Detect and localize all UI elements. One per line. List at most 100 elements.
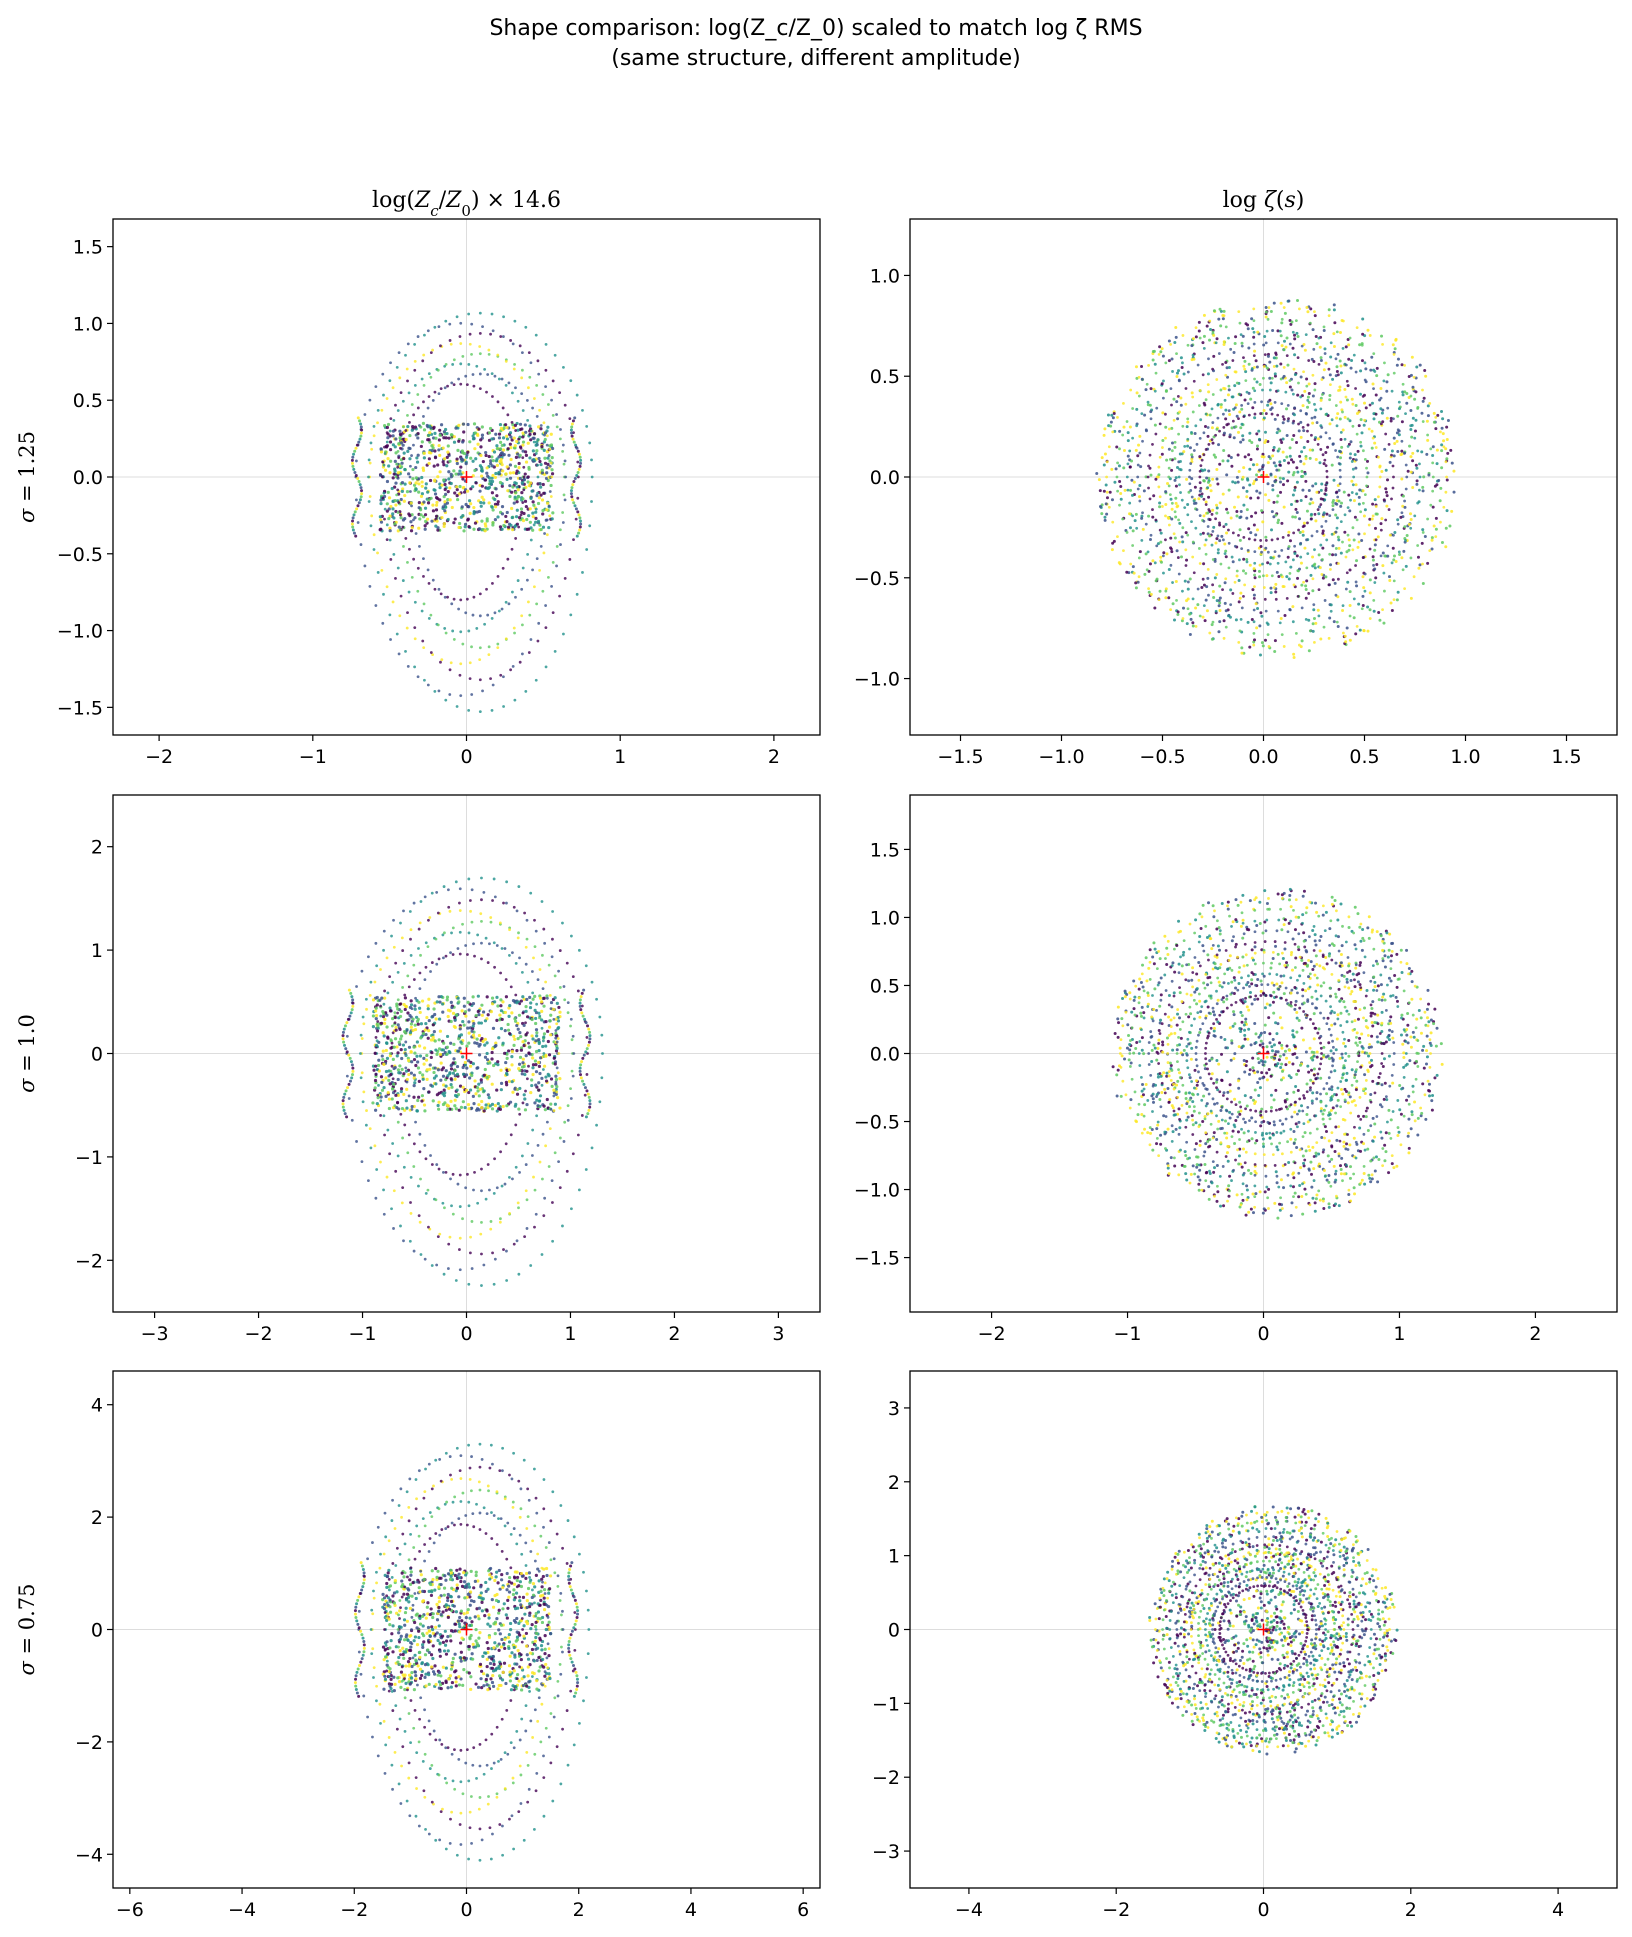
scatter-point [402, 1239, 405, 1243]
scatter-point [1328, 616, 1332, 620]
scatter-point [1319, 358, 1323, 362]
scatter-point [1154, 371, 1158, 375]
scatter-point [475, 1085, 480, 1090]
scatter-point [449, 1067, 454, 1071]
scatter-point [518, 1086, 522, 1091]
scatter-point [471, 459, 475, 463]
scatter-point [1392, 436, 1396, 440]
scatter-point [553, 353, 557, 357]
scatter-point [1316, 608, 1320, 612]
scatter-point [1378, 618, 1382, 622]
scatter-point [401, 525, 405, 529]
scatter-point [367, 500, 371, 503]
scatter-point [450, 1005, 454, 1010]
scatter-point [1257, 429, 1261, 433]
y-tick-label: 0.5 [870, 366, 900, 388]
scatter-point [391, 1017, 395, 1021]
scatter-point [1200, 586, 1204, 590]
scatter-point [1135, 376, 1139, 380]
scatter-point [1186, 533, 1190, 537]
scatter-point [443, 364, 447, 368]
scatter-point [1379, 386, 1383, 390]
scatter-point [403, 1123, 407, 1127]
scatter-point [423, 513, 428, 517]
scatter-point [1258, 624, 1262, 628]
scatter-point [390, 1064, 394, 1068]
scatter-point [468, 1088, 473, 1092]
scatter-point [433, 1012, 437, 1017]
scatter-point [536, 359, 540, 363]
scatter-point [1319, 448, 1323, 451]
scatter-point [1170, 517, 1174, 521]
scatter-point [1204, 598, 1208, 602]
scatter-point [1436, 413, 1440, 417]
scatter-point [429, 375, 433, 379]
scatter-point [367, 458, 371, 462]
scatter-point [458, 469, 462, 473]
scatter-point [493, 1157, 496, 1161]
scatter-point [528, 375, 532, 379]
scatter-point [1452, 469, 1456, 473]
scatter-point [521, 995, 525, 999]
scatter-point [421, 515, 426, 519]
scatter-point [1305, 377, 1309, 381]
scatter-point [1210, 407, 1214, 411]
scatter-point [446, 1104, 450, 1108]
scatter-point [470, 693, 474, 696]
scatter-point [510, 420, 514, 424]
scatter-point [1370, 446, 1374, 450]
scatter-point [1169, 608, 1173, 612]
scatter-point [515, 508, 519, 512]
scatter-point [533, 397, 536, 400]
scatter-point [509, 446, 513, 450]
scatter-point [443, 427, 448, 432]
scatter-point [1341, 540, 1344, 544]
scatter-point [459, 1033, 463, 1037]
scatter-point [1229, 347, 1233, 351]
scatter-point [484, 1103, 488, 1107]
scatter-point [432, 1007, 436, 1011]
scatter-point [1236, 430, 1240, 434]
scatter-point [1187, 490, 1191, 494]
scatter-point [1204, 500, 1208, 504]
scatter-point [1336, 352, 1340, 356]
scatter-point [430, 444, 434, 448]
scatter-point [455, 461, 459, 466]
scatter-point [1327, 314, 1331, 318]
scatter-point [522, 1043, 526, 1048]
scatter-point [1219, 562, 1223, 566]
scatter-point [1260, 614, 1264, 618]
scatter-point [1204, 552, 1208, 556]
scatter-point [480, 465, 484, 470]
scatter-point [549, 1013, 553, 1017]
scatter-point [417, 1184, 420, 1188]
scatter-point [444, 631, 448, 635]
scatter-point [385, 585, 389, 589]
scatter-point [379, 1160, 382, 1164]
scatter-point [483, 1037, 487, 1041]
scatter-point [360, 1071, 364, 1075]
scatter-point [1218, 429, 1221, 433]
scatter-point [505, 477, 509, 481]
scatter-point [453, 517, 457, 521]
scatter-point [533, 918, 536, 922]
scatter-point [1354, 403, 1358, 407]
scatter-point [522, 477, 526, 482]
scatter-point [463, 1060, 467, 1065]
scatter-point [1285, 575, 1289, 579]
scatter-point [1407, 375, 1411, 379]
scatter-point [1387, 508, 1391, 511]
scatter-point [1297, 381, 1300, 385]
scatter-point [1177, 475, 1181, 479]
scatter-point [498, 1018, 502, 1022]
scatter-point [1305, 306, 1309, 310]
scatter-point [542, 927, 546, 931]
scatter-point [513, 423, 518, 427]
scatter-point [387, 1106, 391, 1111]
scatter-point [1334, 547, 1338, 550]
scatter-point [1434, 427, 1438, 431]
scatter-point [1202, 479, 1206, 483]
scatter-point [395, 462, 399, 466]
scatter-point [1372, 387, 1375, 391]
scatter-point [417, 490, 421, 494]
